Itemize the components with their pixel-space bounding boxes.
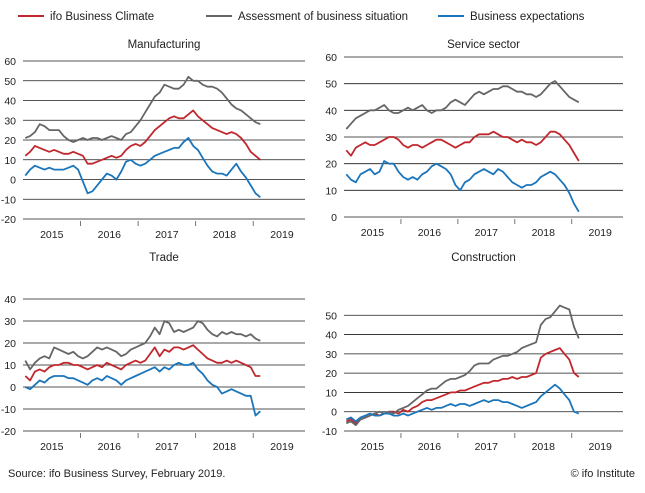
panel-2-y-tick-label: 60	[325, 52, 337, 64]
panel-4-y-tick-label: 30	[325, 349, 337, 361]
panel-4-series-2-line	[345, 304, 580, 427]
legend-swatch-situation	[206, 14, 232, 17]
panel-1-series-3-line	[24, 137, 261, 198]
legend-swatch-expectations	[438, 14, 464, 17]
panel-4-y-tick-label: -10	[322, 426, 337, 438]
panel-4-year-label: 2015	[361, 441, 385, 453]
panel-4-year-label: 2018	[532, 441, 556, 453]
panel-3-y-tick-label: 10	[4, 360, 16, 372]
chart-grid: Manufacturing 60 50 40 30 20 10 0 -10 -20 2015 2016…	[1, 39, 623, 453]
panel-2-title: Service sector	[447, 39, 520, 51]
panel-3-year-label: 2016	[98, 441, 122, 453]
panel-2-series-3-line	[345, 160, 580, 213]
legend-item-climate: ifo Business Climate	[18, 9, 154, 25]
panel-1-y-tick-label: 30	[4, 115, 16, 127]
panel-4-y-tick-label: 40	[325, 330, 337, 342]
panel-4-year-label: 2019	[589, 441, 613, 453]
panel-3-year-label: 2019	[270, 441, 294, 453]
panel-3-title: Trade	[149, 252, 179, 264]
panel-1-title: Manufacturing	[128, 39, 201, 51]
panel-2-year-label: 2016	[418, 227, 442, 239]
panel-1-year-label: 2016	[98, 229, 122, 241]
legend-label-climate: ifo Business Climate	[50, 11, 155, 23]
copyright-note: © ifo Institute	[570, 468, 635, 480]
panel-3-series-2-line	[24, 320, 261, 371]
legend-swatch-climate	[18, 14, 44, 17]
panel-2-y-tick-label: 20	[325, 159, 337, 171]
panel-2-y-tick-label: 50	[325, 79, 337, 91]
panel-3-y-tick-label: -20	[1, 426, 16, 438]
panel-4-year-label: 2016	[418, 441, 442, 453]
panel-1-y-tick-label: 50	[4, 76, 16, 88]
footer: Source: ifo Business Survey, February 20…	[0, 466, 645, 486]
panel-4-year-label: 2017	[475, 441, 499, 453]
panel-4-title: Construction	[451, 252, 516, 264]
legend-label-situation: Assessment of business situation	[238, 11, 409, 23]
source-note: Source: ifo Business Survey, February 20…	[8, 468, 226, 480]
panel-3-year-label: 2015	[40, 441, 64, 453]
panel-4-y-tick-label: 50	[325, 310, 337, 322]
panel-3-series-1-line	[24, 344, 261, 382]
panel-3-y-tick-label: 30	[4, 316, 16, 328]
legend-item-expectations: Business expectations	[438, 9, 584, 25]
legend-item-situation: Assessment of business situation	[206, 9, 408, 25]
panel-1-y-tick-label: 40	[4, 96, 16, 108]
panel-1-y-tick-label: 0	[10, 175, 16, 187]
panel-1-y-tick-label: -10	[1, 194, 16, 206]
panel-2-year-label: 2019	[589, 227, 613, 239]
panel-2-y-tick-label: 10	[325, 185, 337, 197]
panel-3-y-tick-label: -10	[1, 404, 16, 416]
panel-1-year-label: 2019	[270, 229, 294, 241]
panel-1-y-tick-label: 60	[4, 56, 16, 68]
legend: ifo Business Climate Assessment of busin…	[0, 0, 645, 30]
panel-2-y-tick-label: 0	[331, 212, 337, 224]
panel-4-y-tick-label: 20	[325, 368, 337, 380]
panel-4-series-3-line	[345, 383, 580, 423]
panel-1-series-1-line	[24, 109, 261, 165]
panel-2-year-label: 2018	[532, 227, 556, 239]
panel-2-series-2-line	[345, 80, 580, 130]
panel-2-y-tick-label: 40	[325, 105, 337, 117]
panel-1-y-tick-label: 10	[4, 155, 16, 167]
panel-3-year-label: 2017	[155, 441, 179, 453]
panel-3-year-label: 2018	[213, 441, 237, 453]
panel-1-year-label: 2018	[213, 229, 237, 241]
panel-3-series-3-line	[24, 361, 261, 417]
panel-1-year-label: 2017	[155, 229, 179, 241]
panel-2-series-1-line	[345, 130, 580, 162]
panel-3-y-tick-label: 40	[4, 294, 16, 306]
panel-3-y-tick-label: 0	[10, 382, 16, 394]
panel-2-y-tick-label: 30	[325, 132, 337, 144]
panel-4-y-tick-label: 10	[325, 387, 337, 399]
panel-1-year-label: 2015	[40, 229, 64, 241]
panel-1-series-2-line	[24, 75, 261, 143]
panel-2-year-label: 2017	[475, 227, 499, 239]
panel-1-y-tick-label: 20	[4, 135, 16, 147]
panel-3-y-tick-label: 20	[4, 338, 16, 350]
panel-1-y-tick-label: -20	[1, 214, 16, 226]
panel-2-year-label: 2015	[361, 227, 385, 239]
legend-label-expectations: Business expectations	[470, 11, 585, 23]
panel-4-y-tick-label: 0	[331, 407, 337, 419]
